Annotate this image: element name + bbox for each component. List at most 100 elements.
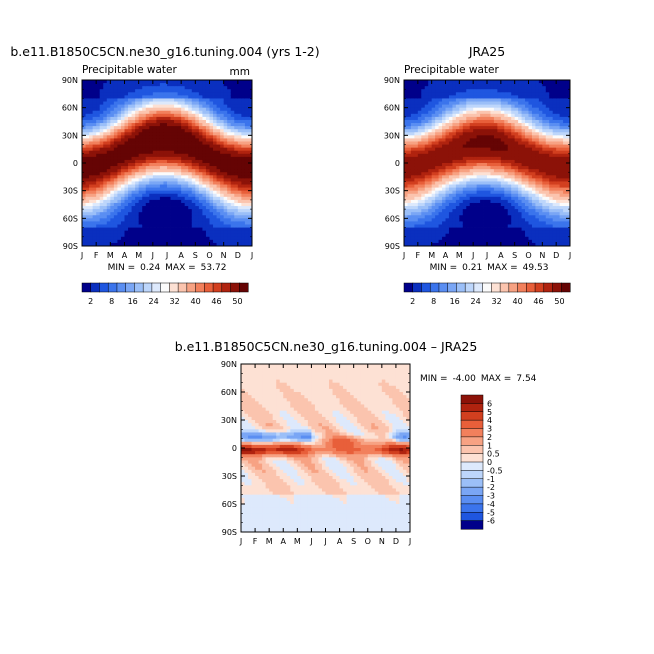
field-cell xyxy=(493,190,498,195)
field-cell xyxy=(480,166,484,170)
field-cell xyxy=(234,150,239,155)
field-cell xyxy=(213,190,217,195)
field-cell xyxy=(138,212,143,216)
field-cell xyxy=(120,227,125,232)
field-cell xyxy=(110,239,115,244)
field-cell xyxy=(407,239,412,244)
field-cell xyxy=(452,95,457,99)
field-cell xyxy=(92,113,97,118)
field-cell xyxy=(469,172,474,176)
field-cell xyxy=(142,89,147,93)
field-cell xyxy=(404,172,408,176)
field-cell xyxy=(490,144,495,149)
field-cell xyxy=(442,83,446,87)
field-cell xyxy=(542,224,547,228)
field-cell xyxy=(528,187,533,192)
field-cell xyxy=(410,119,415,124)
field-cell xyxy=(92,209,97,213)
field-cell xyxy=(145,132,150,136)
field-cell xyxy=(234,138,239,142)
field-cell xyxy=(202,233,207,238)
field-cell xyxy=(248,147,253,152)
field-cell xyxy=(188,95,193,99)
field-cell xyxy=(96,166,101,170)
field-cell xyxy=(120,153,125,158)
field-cell xyxy=(106,86,111,90)
field-cell xyxy=(85,175,90,179)
field-cell xyxy=(174,184,179,188)
field-cell xyxy=(490,86,495,90)
field-cell xyxy=(96,104,101,109)
field-cell xyxy=(152,138,157,142)
field-cell xyxy=(181,236,186,241)
field-cell xyxy=(96,89,101,93)
field-cell xyxy=(528,95,533,99)
field-cell xyxy=(414,107,419,112)
field-cell xyxy=(159,181,164,185)
field-cell xyxy=(476,104,481,109)
field-cell xyxy=(110,242,115,247)
field-cell xyxy=(230,98,235,102)
field-cell xyxy=(407,135,412,139)
field-cell xyxy=(120,132,125,136)
field-cell xyxy=(493,230,498,235)
field-cell xyxy=(227,178,232,182)
field-cell xyxy=(156,135,161,139)
field-cell xyxy=(191,107,196,112)
field-cell xyxy=(152,104,157,109)
field-cell xyxy=(209,104,214,109)
field-cell xyxy=(106,224,111,228)
field-cell xyxy=(404,218,408,222)
field-cell xyxy=(142,199,147,204)
field-cell xyxy=(490,209,495,213)
field-cell xyxy=(549,86,554,90)
field-cell xyxy=(442,113,446,118)
field-cell xyxy=(142,218,147,222)
field-cell xyxy=(163,129,168,133)
field-cell xyxy=(459,169,464,173)
field-cell xyxy=(531,202,536,207)
field-cell xyxy=(135,218,140,222)
field-cell xyxy=(167,215,171,219)
field-cell xyxy=(538,218,543,222)
field-cell xyxy=(156,113,161,118)
field-cell xyxy=(99,181,104,185)
field-cell xyxy=(525,119,529,124)
field-cell xyxy=(177,116,182,121)
field-cell xyxy=(156,199,161,204)
field-cell xyxy=(448,166,453,170)
field-cell xyxy=(184,166,189,170)
field-cell xyxy=(96,221,101,225)
field-cell xyxy=(535,119,540,124)
field-cell xyxy=(163,212,168,216)
field-cell xyxy=(202,80,207,84)
field-cell xyxy=(483,89,488,93)
field-cell xyxy=(490,113,495,118)
field-cell xyxy=(135,147,140,152)
field-cell xyxy=(220,150,225,155)
field-cell xyxy=(159,230,164,235)
field-cell xyxy=(89,199,94,204)
field-cell xyxy=(234,224,239,228)
field-cell xyxy=(205,196,210,201)
field-cell xyxy=(248,199,253,204)
field-cell xyxy=(174,110,179,115)
field-cell xyxy=(99,95,104,99)
field-cell xyxy=(223,166,228,170)
field-cell xyxy=(131,132,136,136)
field-cell xyxy=(549,206,554,210)
field-cell xyxy=(417,166,422,170)
field-cell xyxy=(497,221,502,225)
field-cell xyxy=(500,119,505,124)
field-cell xyxy=(497,138,502,142)
field-cell xyxy=(421,126,426,130)
field-cell xyxy=(518,153,522,158)
field-cell xyxy=(117,123,122,127)
field-cell xyxy=(414,166,419,170)
field-cell xyxy=(167,129,171,133)
field-cell xyxy=(549,196,554,201)
field-cell xyxy=(407,221,412,225)
field-cell xyxy=(473,227,478,232)
field-cell xyxy=(213,236,217,241)
field-cell xyxy=(128,212,132,216)
